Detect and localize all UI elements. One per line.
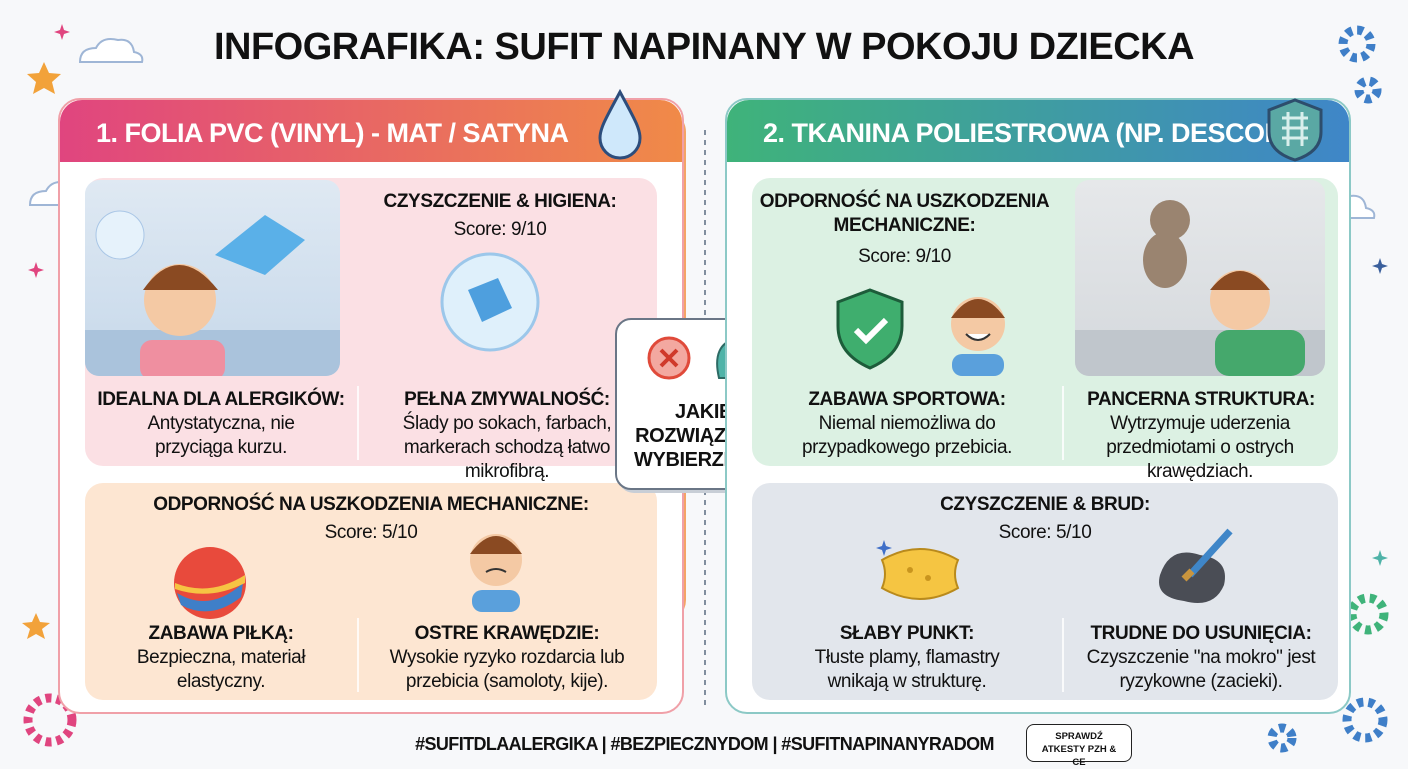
feature-title: TRUDNE DO USUNIĘCIA: <box>1090 623 1312 644</box>
feature-title: PEŁNA ZMYWALNOŚĆ: <box>404 389 610 410</box>
sponge-icon <box>876 540 960 600</box>
feature-title: ZABAWA PIŁKĄ: <box>148 623 294 644</box>
feature-title: OSTRE KRAWĘDZIE: <box>414 623 600 644</box>
shield-check-icon <box>836 288 904 370</box>
damage-heading: ODPORNOŚĆ NA USZKODZENIA MECHANICZNE: <box>759 191 1050 236</box>
cleaning-heading: CZYSZCZENIE & BRUD: <box>940 494 1150 515</box>
cleaning-heading: CZYSZCZENIE & HIGIENA: <box>383 191 617 212</box>
happy-child-icon <box>951 297 1005 376</box>
stain-brush-icon <box>1159 528 1233 603</box>
feature-text: Antystatyczna, nie przyciąga kurzu. <box>147 413 295 458</box>
feature-text: Wytrzymuje uderzenia przedmiotami o ostr… <box>1106 413 1294 482</box>
child-cleaning-ceiling-image <box>85 180 340 376</box>
water-drop-icon <box>598 88 642 160</box>
gear-icon <box>23 25 1389 753</box>
cleaning-section <box>752 483 1338 700</box>
child-throwing-teddy-image <box>1075 180 1325 376</box>
feature-title: PANCERNA STRUKTURA: <box>1087 389 1315 410</box>
left-panel-title: 1. FOLIA PVC (VINYL) - MAT / SATYNA <box>96 118 569 148</box>
feature-text: Bezpieczna, materiał elastyczny. <box>136 647 306 692</box>
feature-text: Tłuste plamy, flamastry wnikają w strukt… <box>814 647 1000 692</box>
feature-title: IDEALNA DLA ALERGIKÓW: <box>97 389 345 410</box>
damage-score: Score: 5/10 <box>324 522 418 543</box>
damage-score: Score: 9/10 <box>858 246 951 267</box>
sparkle-icon <box>28 24 1388 566</box>
feature-text: Ślady po sokach, farbach, markerach scho… <box>402 413 612 482</box>
cleaning-score: Score: 9/10 <box>453 219 547 240</box>
divider <box>1062 386 1064 460</box>
microfiber-bubble-icon <box>440 252 540 352</box>
feature-title: SŁABY PUNKT: <box>839 623 975 644</box>
divider <box>1062 618 1064 692</box>
divider <box>357 386 359 460</box>
damage-heading: ODPORNOŚĆ NA USZKODZENIA MECHANICZNE: <box>153 494 589 515</box>
x-bubble-icon <box>647 336 691 380</box>
feature-text: Czyszczenie "na mokro" jest ryzykowne (z… <box>1086 647 1316 692</box>
sad-child-icon <box>470 534 522 612</box>
right-panel-header: 2. TKANINA POLIESTROWA (NP. DESCOR) <box>727 100 1349 162</box>
page-title: INFOGRAFIKA: SUFIT NAPINANY W POKOJU DZI… <box>213 26 1195 68</box>
ball-icon <box>174 547 246 619</box>
left-panel-header: 1. FOLIA PVC (VINYL) - MAT / SATYNA <box>60 100 682 162</box>
feature-text: Niemal niemożliwa do przypadkowego przeb… <box>801 413 1013 458</box>
divider <box>357 618 359 692</box>
cleaning-score: Score: 5/10 <box>998 522 1092 543</box>
footer-hashtags: #SUFITDLAALERGIKA | #BEZPIECZNYDOM | #SU… <box>415 734 994 754</box>
fabric-shield-icon <box>1267 98 1323 162</box>
feature-text: Wysokie ryzyko rozdarcia lub przebicia (… <box>389 647 625 692</box>
certificate-badge: SPRAWDŹ ATKESTY PZH & CE <box>1026 724 1132 768</box>
star-icon <box>22 62 61 639</box>
feature-title: ZABAWA SPORTOWA: <box>808 389 1006 410</box>
right-panel-title: 2. TKANINA POLIESTROWA (NP. DESCOR) <box>763 118 1293 148</box>
